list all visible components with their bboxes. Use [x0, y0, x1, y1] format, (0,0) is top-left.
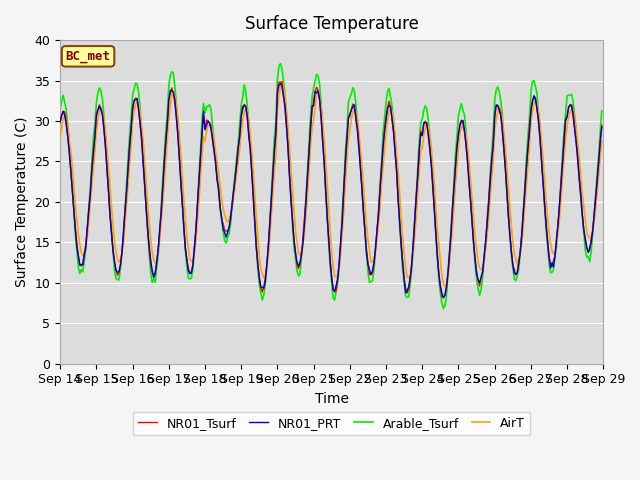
NR01_Tsurf	[598, 122, 605, 128]
NR01_PRT	[236, 133, 244, 139]
Y-axis label: Surface Temperature (C): Surface Temperature (C)	[15, 117, 29, 287]
AirT	[56, 134, 64, 140]
NR01_PRT	[123, 189, 131, 195]
NR01_PRT	[245, 133, 253, 139]
AirT	[123, 202, 131, 208]
Text: BC_met: BC_met	[65, 50, 111, 63]
NR01_Tsurf	[245, 130, 253, 135]
NR01_Tsurf	[278, 79, 286, 85]
NR01_Tsurf	[294, 265, 302, 271]
AirT	[245, 117, 253, 123]
Title: Surface Temperature: Surface Temperature	[244, 15, 419, 33]
AirT	[218, 195, 225, 201]
Arable_Tsurf	[294, 273, 302, 279]
NR01_PRT	[56, 120, 64, 125]
Line: Arable_Tsurf: Arable_Tsurf	[60, 63, 602, 309]
NR01_Tsurf	[218, 216, 225, 222]
Arable_Tsurf	[276, 60, 284, 66]
NR01_Tsurf	[440, 295, 447, 301]
Line: NR01_Tsurf: NR01_Tsurf	[60, 82, 602, 298]
Arable_Tsurf	[236, 120, 244, 126]
AirT	[278, 79, 286, 84]
AirT	[441, 283, 449, 289]
Arable_Tsurf	[440, 306, 447, 312]
NR01_PRT	[294, 263, 302, 269]
AirT	[236, 146, 244, 152]
NR01_PRT	[598, 124, 605, 130]
Arable_Tsurf	[245, 120, 253, 125]
AirT	[598, 138, 605, 144]
Arable_Tsurf	[218, 217, 225, 223]
NR01_Tsurf	[571, 124, 579, 130]
Arable_Tsurf	[123, 180, 131, 186]
NR01_Tsurf	[56, 118, 64, 123]
AirT	[571, 112, 579, 118]
NR01_PRT	[571, 126, 579, 132]
NR01_PRT	[276, 81, 284, 86]
Line: AirT: AirT	[60, 82, 602, 286]
Arable_Tsurf	[56, 107, 64, 112]
AirT	[294, 251, 302, 256]
NR01_PRT	[218, 214, 225, 220]
NR01_Tsurf	[123, 188, 131, 193]
NR01_PRT	[440, 295, 447, 300]
Arable_Tsurf	[598, 108, 605, 113]
X-axis label: Time: Time	[315, 392, 349, 406]
Arable_Tsurf	[571, 113, 579, 119]
NR01_Tsurf	[236, 133, 244, 139]
Legend: NR01_Tsurf, NR01_PRT, Arable_Tsurf, AirT: NR01_Tsurf, NR01_PRT, Arable_Tsurf, AirT	[133, 412, 530, 435]
Line: NR01_PRT: NR01_PRT	[60, 84, 602, 298]
